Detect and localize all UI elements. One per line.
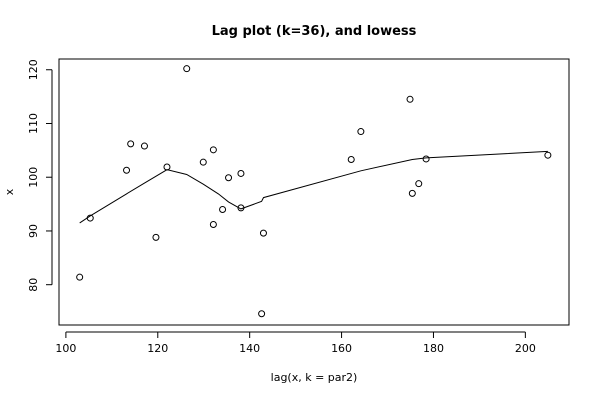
data-point — [259, 229, 267, 237]
data-point — [347, 155, 355, 163]
x-tick-label: 100 — [55, 342, 76, 355]
data-point — [163, 163, 171, 171]
plot-area-frame — [58, 58, 570, 326]
data-point — [406, 95, 414, 103]
x-tick-label: 120 — [147, 342, 168, 355]
data-point — [258, 310, 266, 318]
data-point — [209, 146, 217, 154]
y-tick-label: 80 — [27, 278, 40, 292]
x-tick-label: 200 — [515, 342, 536, 355]
data-point — [127, 140, 135, 148]
y-axis-label: x — [3, 188, 16, 195]
data-point — [422, 155, 430, 163]
y-tick-label: 110 — [27, 113, 40, 134]
data-point — [209, 221, 217, 229]
data-point — [408, 189, 416, 197]
data-point — [86, 214, 94, 222]
data-point — [225, 174, 233, 182]
lowess-layer — [79, 150, 548, 224]
y-tick-label: 90 — [27, 224, 40, 238]
data-point — [415, 180, 423, 188]
x-axis-label: lag(x, k = par2) — [271, 371, 358, 384]
lowess-line — [79, 150, 548, 224]
data-point — [544, 151, 552, 159]
x-tick-label: 160 — [331, 342, 352, 355]
data-point — [199, 158, 207, 166]
x-tick-label: 180 — [423, 342, 444, 355]
x-axis: 100 120 140 160 180 200 — [55, 331, 536, 355]
points-layer — [76, 65, 552, 318]
data-point — [152, 233, 160, 241]
data-point — [183, 65, 191, 73]
data-point — [237, 204, 245, 212]
y-axis: 80 90 100 110 120 — [27, 59, 53, 292]
chart-title: Lag plot (k=36), and lowess — [212, 24, 417, 39]
x-tick-label: 140 — [239, 342, 260, 355]
data-point — [357, 128, 365, 136]
data-point — [140, 142, 148, 150]
y-tick-label: 100 — [27, 167, 40, 188]
data-point — [237, 169, 245, 177]
data-point — [123, 166, 131, 174]
data-point — [76, 273, 84, 281]
y-tick-label: 120 — [27, 59, 40, 80]
data-point — [219, 205, 227, 213]
